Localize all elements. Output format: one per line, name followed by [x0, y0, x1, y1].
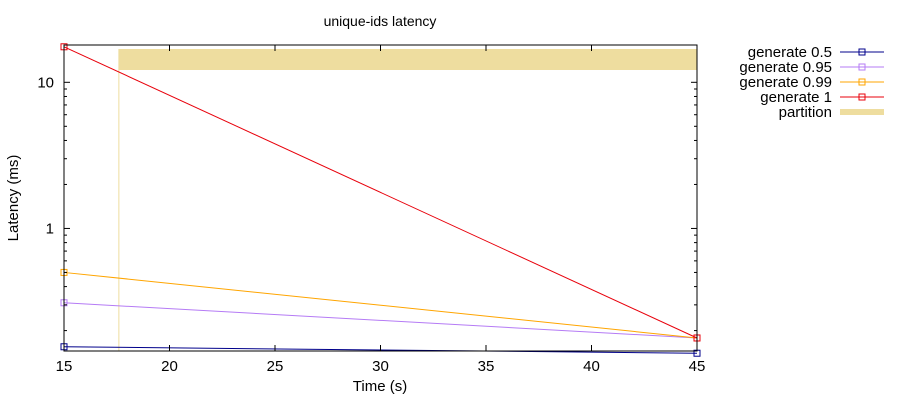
x-tick-label: 25	[267, 358, 284, 375]
x-axis-label: Time (s)	[353, 378, 407, 395]
legend-entry: generate 1	[760, 89, 884, 106]
x-tick-label: 35	[478, 358, 495, 375]
y-tick-label: 1	[46, 220, 54, 237]
x-tick-label: 15	[56, 358, 73, 375]
legend-marker-sample	[858, 48, 866, 56]
legend-entry: partition	[779, 104, 884, 121]
series-4	[60, 43, 701, 342]
x-axis-ticks: 15 20 25 30 35 40 45	[56, 45, 706, 375]
legend-band-sample	[840, 109, 884, 115]
x-tick-label: 20	[161, 358, 178, 375]
series-line	[63, 271, 698, 339]
legend-entry: generate 0.95	[739, 59, 884, 76]
y-axis-ticks: 1 10	[37, 74, 697, 332]
x-tick-label: 45	[689, 358, 706, 375]
plot-area: 15 20 25 30 35 40 45 1 10	[37, 43, 706, 375]
legend-label: generate 0.5	[748, 44, 832, 61]
legend-label: generate 1	[760, 89, 832, 106]
legend-entry: generate 0.99	[739, 74, 884, 91]
series-2	[60, 299, 701, 342]
x-tick-label: 30	[372, 358, 389, 375]
legend-marker-sample	[858, 63, 866, 71]
legend-marker-sample	[858, 93, 866, 101]
partition-region	[118, 49, 698, 351]
y-tick-label: 10	[37, 74, 54, 91]
chart-title: unique-ids latency	[324, 13, 437, 29]
series-line	[63, 46, 698, 339]
series-lines	[60, 43, 701, 357]
partition-band	[118, 49, 698, 70]
legend-marker-sample	[858, 78, 866, 86]
series-3	[60, 268, 701, 342]
legend-label: partition	[779, 104, 832, 121]
y-axis-label: Latency (ms)	[5, 155, 22, 242]
legend-entry: generate 0.5	[748, 44, 884, 61]
legend-label: generate 0.95	[739, 59, 832, 76]
x-tick-label: 40	[583, 358, 600, 375]
series-line	[63, 302, 698, 339]
legend-label: generate 0.99	[739, 74, 832, 91]
